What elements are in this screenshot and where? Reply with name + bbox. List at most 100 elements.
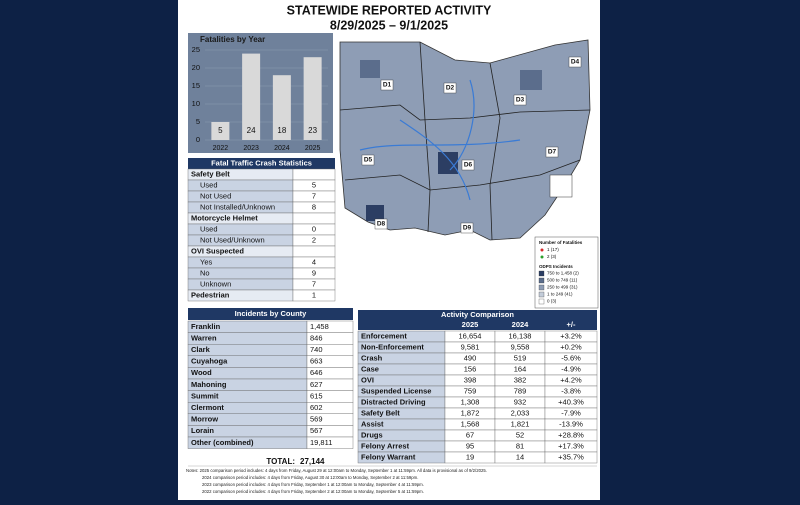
legend-item: 250 to 499 (31) [547,285,578,290]
activity-value: +3.2% [560,331,582,340]
activity-value: 9,558 [511,342,530,351]
activity-value: +40.3% [558,397,584,406]
x-tick-label: 2023 [243,145,259,152]
row-value: 9 [312,268,316,277]
row-label: Not Installed/Unknown [200,202,275,211]
legend-item: 750 to 1,458 (2) [547,271,579,276]
activity-label: Drugs [361,430,383,439]
activity-value: 2,033 [511,408,530,417]
group-label: OVI Suspected [191,246,244,255]
activity-label: Crash [361,353,383,362]
y-tick-label: 15 [192,81,200,90]
row-value: 7 [312,191,316,200]
activity-value: 490 [464,353,477,362]
y-tick-label: 0 [196,135,200,144]
x-tick-label: 2022 [213,145,229,152]
y-tick-label: 5 [196,117,200,126]
row-value: 8 [312,202,316,211]
chart-title: Fatalities by Year [200,35,265,44]
y-tick-label: 20 [192,63,200,72]
activity-value: 164 [514,364,527,373]
total-label: TOTAL: [266,457,295,466]
activity-value: +35.7% [558,452,584,461]
legend-swatch [538,270,545,277]
table-cell [306,436,354,449]
county-patch [520,70,542,90]
district-boundary [339,104,591,121]
column-header: +/- [567,320,576,329]
data-label: 18 [277,126,286,135]
activity-value: 81 [516,441,524,450]
highway [359,79,521,201]
county-patch [549,174,573,198]
activity-value: 789 [514,386,527,395]
district-boundary [344,159,581,191]
table-cell [292,245,336,258]
activity-value: 382 [514,375,527,384]
table-cell [292,289,336,302]
county-patch [360,60,380,78]
data-label: 5 [218,126,223,135]
row-label: Unknown [200,279,231,288]
row-value: 5 [312,180,316,189]
county-name: Cuyahoga [191,357,228,366]
row-label: Not Used [200,191,231,200]
note: 2023 comparison period includes: 4 days … [202,482,424,487]
district-label: D6 [464,162,473,169]
data-label: 23 [308,126,317,135]
activity-value: -3.8% [561,386,581,395]
district-label: D9 [463,225,472,232]
group-value: 1 [312,290,316,299]
district-label-bg [461,159,475,171]
district-label-bg [443,82,457,94]
legend-swatch [538,291,545,298]
row-label: Yes [200,257,212,266]
activity-value: 519 [514,353,527,362]
activity-label: Enforcement [361,331,407,340]
column-header: 2024 [512,320,530,329]
legend-item: 0 (3) [547,299,557,304]
county-name: Clark [191,345,211,354]
county-value: 740 [310,345,323,354]
district-label-bg [380,79,394,91]
table-header [188,158,335,169]
activity-label: Suspended License [361,386,431,395]
bar [242,53,261,140]
activity-value: 14 [516,452,524,461]
district-label: D4 [571,59,580,66]
activity-value: 156 [464,364,477,373]
activity-label: Safety Belt [361,408,400,417]
activity-value: +4.2% [560,375,582,384]
activity-label: Felony Warrant [361,452,416,461]
activity-value: 16,138 [509,331,532,340]
legend-item: 1 to 249 (41) [547,292,573,297]
district-boundary [489,62,501,241]
activity-value: -7.9% [561,408,581,417]
district-label-bg [374,218,388,230]
activity-value: 1,872 [461,408,480,417]
district-label-bg [568,56,582,68]
table-cell [292,168,336,181]
county-value: 1,458 [310,322,329,331]
activity-value: 759 [464,386,477,395]
district-label: D5 [364,157,373,164]
x-tick-label: 2025 [305,145,321,152]
row-label: Used [200,224,218,233]
county-name: Franklin [191,322,221,331]
y-tick-label: 10 [192,99,200,108]
total-value: 27,144 [300,457,325,466]
activity-label: Case [361,364,379,373]
county-name: Other (combined) [191,438,254,447]
district-label-bg [545,146,559,158]
activity-value: +0.2% [560,342,582,351]
column-header-row [358,320,597,330]
county-name: Warren [191,333,217,342]
date-range: 8/29/2025 – 9/1/2025 [330,18,448,32]
activity-label: OVI [361,375,374,384]
district-label-bg [460,222,474,234]
activity-value: +28.8% [558,430,584,439]
county-value: 646 [310,368,323,377]
activity-value: 1,308 [461,397,480,406]
activity-value: -13.9% [559,419,583,428]
